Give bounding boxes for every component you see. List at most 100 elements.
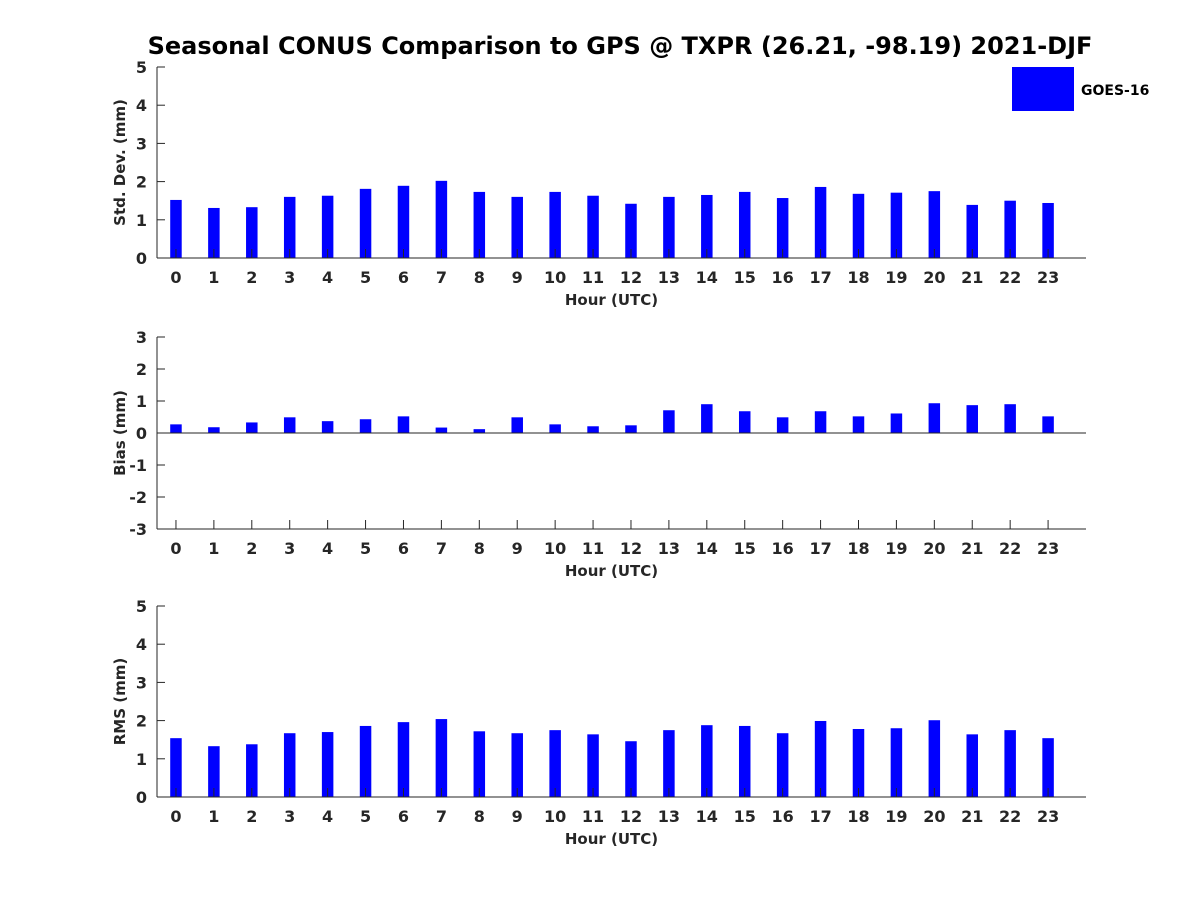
std-dev-bar-8	[473, 191, 486, 258]
std-dev-bar-3	[283, 196, 296, 258]
bias-bar-14	[701, 404, 713, 433]
std-dev-xtick-label-9: 9	[512, 268, 523, 287]
rms-xtick-label-20: 20	[923, 807, 945, 826]
rms-xtick-label-14: 14	[696, 807, 718, 826]
bias-bar-17	[814, 411, 827, 433]
rms-bar-23	[1042, 738, 1054, 797]
std-dev-xtick-label-11: 11	[582, 268, 604, 287]
rms-bar-14	[701, 725, 713, 797]
std-dev-bar-10	[549, 191, 561, 258]
rms-bar-9	[511, 733, 523, 797]
std-dev-xtick-label-20: 20	[923, 268, 945, 287]
std-dev-bar-4	[321, 195, 334, 258]
std-dev-bar-14	[701, 194, 713, 258]
rms-ytick-label-0: 0	[136, 788, 147, 807]
rms-xtick-label-18: 18	[847, 807, 869, 826]
rms-xtick-label-19: 19	[885, 807, 907, 826]
bias-xtick-label-5: 5	[360, 539, 371, 558]
std-dev-xtick-label-0: 0	[170, 268, 181, 287]
bias-ytick-label--3: -3	[129, 520, 147, 539]
bias-bar-9	[511, 417, 523, 433]
std-dev-bar-0	[170, 199, 182, 258]
std-dev-xtick-label-5: 5	[360, 268, 371, 287]
bias-bar-8	[473, 429, 486, 433]
std-dev-xtick-label-8: 8	[474, 268, 485, 287]
bias-xtick-label-20: 20	[923, 539, 945, 558]
bias-bar-12	[625, 425, 637, 433]
rms-bar-5	[359, 725, 372, 797]
std-dev-bar-1	[208, 207, 220, 258]
rms-ytick-label-1: 1	[136, 750, 147, 769]
bias-bar-11	[587, 426, 599, 433]
std-dev-xtick-label-7: 7	[436, 268, 447, 287]
rms-xtick-label-15: 15	[734, 807, 756, 826]
bias-xtick-label-0: 0	[170, 539, 181, 558]
std-dev-xtick-label-13: 13	[658, 268, 680, 287]
rms-bar-12	[625, 741, 637, 797]
rms-xtick-label-22: 22	[999, 807, 1021, 826]
rms-xtick-label-8: 8	[474, 807, 485, 826]
std-dev-ytick-label-3: 3	[136, 134, 147, 153]
bias-bar-10	[549, 424, 561, 433]
std-dev-bar-20	[928, 191, 941, 258]
rms-bar-15	[738, 725, 751, 797]
bias-xtick-label-17: 17	[809, 539, 831, 558]
bias-ytick-label--2: -2	[129, 488, 147, 507]
bias-xtick-label-22: 22	[999, 539, 1021, 558]
legend-label: GOES-16	[1081, 83, 1149, 99]
rms-bar-1	[208, 746, 220, 797]
bias-xtick-label-21: 21	[961, 539, 983, 558]
rms-bar-8	[473, 731, 486, 797]
rms-bar-11	[587, 734, 599, 797]
rms-xtick-label-0: 0	[170, 807, 181, 826]
bias-bar-1	[208, 427, 220, 433]
std-dev-bar-7	[435, 180, 448, 258]
bias-xtick-label-12: 12	[620, 539, 642, 558]
std-dev-xtick-label-19: 19	[885, 268, 907, 287]
bias-xtick-label-18: 18	[847, 539, 869, 558]
std-dev-xtick-label-10: 10	[544, 268, 566, 287]
rms-bar-10	[549, 730, 561, 797]
rms-xtick-label-2: 2	[246, 807, 257, 826]
rms-ytick-label-5: 5	[136, 597, 147, 616]
rms-ytick-label-2: 2	[136, 712, 147, 731]
bias-bar-19	[890, 413, 903, 433]
rms-ytick-label-4: 4	[136, 635, 147, 654]
bias-bar-6	[397, 416, 410, 433]
std-dev-ylabel: Std. Dev. (mm)	[111, 99, 129, 226]
std-dev-bar-19	[890, 192, 903, 258]
rms-xtick-label-13: 13	[658, 807, 680, 826]
rms-ytick-label-3: 3	[136, 673, 147, 692]
rms-bar-4	[321, 732, 334, 797]
std-dev-ytick-label-5: 5	[136, 58, 147, 77]
rms-bar-2	[246, 744, 258, 797]
std-dev-ytick-label-0: 0	[136, 249, 147, 268]
rms-xtick-label-7: 7	[436, 807, 447, 826]
bias-xtick-label-3: 3	[284, 539, 295, 558]
bias-xtick-label-11: 11	[582, 539, 604, 558]
bias-ytick-label-1: 1	[136, 392, 147, 411]
rms-xtick-label-4: 4	[322, 807, 333, 826]
rms-xtick-label-12: 12	[620, 807, 642, 826]
bias-bar-7	[435, 427, 448, 433]
bias-xtick-label-9: 9	[512, 539, 523, 558]
rms-bar-20	[928, 720, 941, 797]
std-dev-bar-18	[852, 193, 865, 258]
bias-bar-18	[852, 416, 865, 433]
bias-bar-2	[246, 422, 258, 433]
bias-bar-5	[359, 419, 372, 433]
std-dev-xtick-label-2: 2	[246, 268, 257, 287]
rms-xtick-label-9: 9	[512, 807, 523, 826]
std-dev-bar-16	[776, 198, 789, 258]
std-dev-bar-13	[663, 196, 675, 258]
rms-bar-21	[966, 734, 978, 797]
bias-xtick-label-7: 7	[436, 539, 447, 558]
rms-xtick-label-17: 17	[809, 807, 831, 826]
std-dev-bar-5	[359, 188, 372, 258]
std-dev-xtick-label-14: 14	[696, 268, 718, 287]
bias-xtick-label-1: 1	[208, 539, 219, 558]
rms-xtick-label-6: 6	[398, 807, 409, 826]
